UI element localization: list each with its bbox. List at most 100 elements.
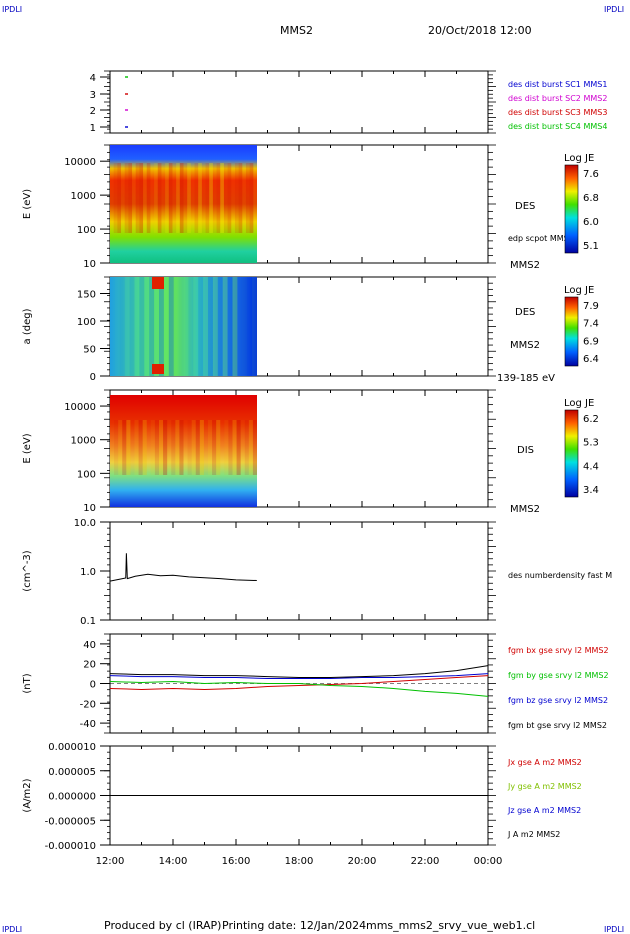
des-pitch-texture — [149, 277, 155, 376]
des-energy-sc: MMS2 — [510, 260, 540, 271]
des-energy-texture — [249, 163, 254, 233]
bfield-legend: fgm by gse srvy l2 MMS2 — [508, 671, 609, 680]
y-tick-label: 40 — [83, 640, 96, 651]
dis-energy-texture — [142, 420, 147, 475]
bfield-series — [109, 681, 489, 697]
des-energy-texture — [187, 163, 191, 233]
des-energy-texture — [172, 163, 177, 233]
dis-energy-texture — [208, 420, 213, 475]
colorbar-title: Log JE — [564, 153, 594, 164]
corner-label-br: IPDLI — [604, 925, 624, 934]
y-tick-label: 3 — [90, 90, 96, 101]
colorbar — [564, 296, 579, 367]
des-energy-texture — [223, 163, 228, 233]
colorbar-tick: 4.4 — [583, 461, 599, 472]
dis-energy-texture — [171, 420, 176, 475]
bfield-series — [109, 675, 489, 690]
dis-energy-texture — [179, 420, 184, 475]
colorbar-tick: 6.4 — [583, 354, 599, 365]
des-pitch-texture — [159, 277, 164, 376]
des-pitch-sc: MMS2 — [510, 340, 540, 351]
dis-energy-texture — [236, 420, 241, 475]
des-pitch-hotspot — [152, 277, 164, 289]
coverage-legend: des dist burst SC3 MMS3 — [508, 108, 607, 117]
des-energy-label: DES — [515, 201, 535, 212]
x-tick-label: 20:00 — [348, 856, 377, 867]
current-legend: Jy gse A m2 MMS2 — [507, 782, 582, 791]
des-energy-texture — [227, 163, 232, 233]
dis-energy-texture — [191, 420, 196, 475]
colorbar-title: Log JE — [564, 398, 594, 409]
y-tick-label: 4 — [90, 73, 96, 84]
dis-energy-texture — [244, 420, 249, 475]
dis-energy-texture — [248, 420, 253, 475]
dis-energy-heatmap — [110, 395, 257, 507]
dis-energy-texture — [126, 420, 131, 475]
colorbar — [564, 164, 579, 254]
y-tick-label: -20 — [80, 699, 96, 710]
des-pitch-texture — [203, 277, 208, 376]
y-tick-label: 0 — [90, 372, 96, 383]
des-energy-texture — [128, 163, 133, 233]
des-energy-sublabel: edp scpot MMS2 — [508, 234, 574, 243]
des-energy-texture — [168, 163, 173, 233]
des-pitch-texture — [212, 277, 218, 376]
colorbar-tick: 6.9 — [583, 336, 599, 347]
des-energy-heatmap — [110, 145, 257, 263]
corner-label-bl: IPDLI — [2, 925, 22, 934]
dis-energy-texture — [204, 420, 208, 475]
coverage-legend: des dist burst SC2 MMS2 — [508, 94, 607, 103]
des-energy-texture — [146, 163, 151, 233]
colorbar-tick: 3.4 — [583, 485, 599, 496]
des-pitch-heatmap — [110, 277, 257, 376]
y-tick-label: 0 — [90, 680, 96, 691]
dis-energy-sc: MMS2 — [510, 504, 540, 515]
dis-energy-texture — [212, 420, 217, 475]
y-tick-label: 100 — [77, 469, 96, 480]
des-pitch-hotspot — [152, 364, 164, 374]
des-energy-texture — [165, 163, 169, 233]
footer-printing: Printing date: 12/Jan/2024 — [222, 919, 366, 932]
y-tick-label: -40 — [80, 719, 96, 730]
des-pitch-label: DES — [515, 307, 535, 318]
des-energy-texture — [212, 163, 217, 233]
des-pitch-texture — [168, 277, 174, 376]
des-pitch-texture — [129, 277, 135, 376]
des-energy-texture — [161, 163, 165, 233]
bfield-legend: fgm bt gse srvy l2 MMS2 — [508, 721, 607, 730]
current-legend: Jx gse A m2 MMS2 — [507, 758, 582, 767]
des-energy-texture — [245, 163, 250, 233]
x-tick-label: 00:00 — [474, 856, 503, 867]
y-tick-label: 10 — [83, 259, 96, 270]
colorbar-tick: 5.1 — [583, 241, 599, 252]
dis-energy-texture — [150, 420, 155, 475]
des-energy-texture — [209, 163, 213, 233]
bfield-legend: fgm bx gse srvy l2 MMS2 — [508, 646, 609, 655]
footer-produced: Produced by cl (IRAP) — [104, 919, 221, 932]
dis-energy-texture — [241, 420, 245, 475]
dis-energy-texture — [187, 420, 192, 475]
des-pitch-texture — [144, 277, 150, 376]
dis-energy-texture — [118, 420, 123, 475]
des-energy-texture — [198, 163, 202, 233]
colorbar-tick: 6.8 — [583, 193, 599, 204]
spacecraft-title: MMS2 — [280, 24, 313, 37]
panel-frame — [109, 521, 489, 621]
dis-energy-texture — [232, 420, 237, 475]
density-legend: des numberdensity fast M — [508, 571, 612, 580]
y-tick-label: 10.0 — [74, 518, 96, 529]
dis-energy-texture — [159, 420, 164, 475]
des-energy-texture — [179, 163, 184, 233]
y-tick-label: 0.000010 — [48, 742, 96, 753]
des-energy-texture — [143, 163, 147, 233]
dis-energy-texture — [134, 420, 139, 475]
colorbar-tick: 7.4 — [583, 319, 599, 330]
des-energy-texture — [139, 163, 144, 233]
des-energy-texture — [113, 163, 118, 233]
colorbar-tick: 7.9 — [583, 301, 599, 312]
des-pitch-texture — [188, 277, 194, 376]
y-tick-label: 0.000000 — [48, 792, 96, 803]
datetime-title: 20/Oct/2018 12:00 — [428, 24, 532, 37]
dis-energy-texture — [163, 420, 168, 475]
